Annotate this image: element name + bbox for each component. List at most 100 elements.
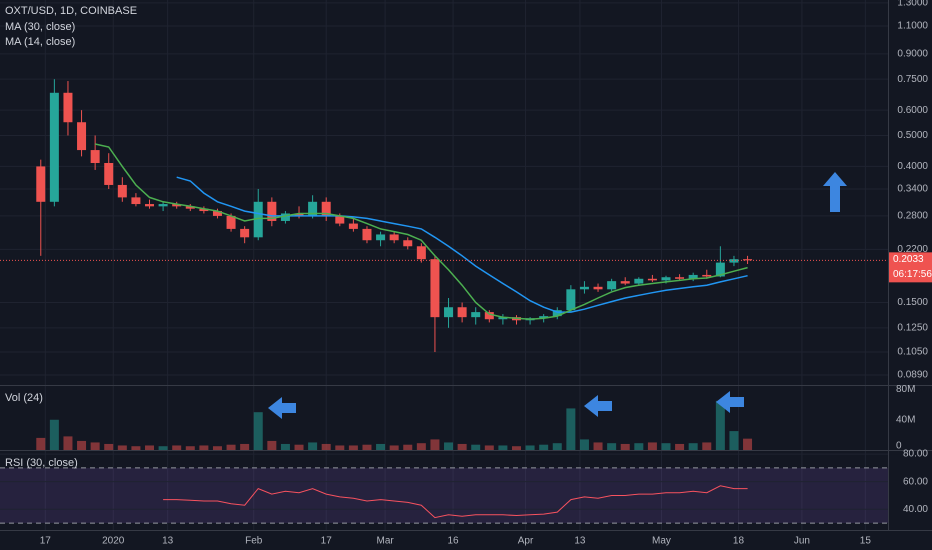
candle-body: [579, 286, 589, 290]
volume-bar: [90, 442, 100, 450]
candle-body: [593, 286, 603, 290]
arrow-up: [823, 172, 847, 212]
volume-bar: [511, 446, 521, 450]
volume-bar: [552, 443, 562, 450]
legend-entry: MA (14, close): [5, 36, 75, 48]
volume-bar: [688, 443, 698, 450]
volume-bar: [117, 445, 127, 450]
volume-bar: [620, 443, 630, 450]
candle-body: [199, 208, 209, 212]
candle-body: [444, 307, 454, 318]
x-tick-label: 15: [860, 536, 872, 547]
moving-average: [176, 176, 748, 313]
volume-label: Vol (24): [5, 392, 43, 404]
candle-body: [36, 166, 46, 202]
axes: 17 2020 13 Feb 17 Mar 16 Apr 13 May 18 Jun 15 1.3000 1…: [40, 0, 932, 547]
candle-body: [104, 162, 114, 185]
candle-body: [49, 92, 59, 202]
volume-bar: [457, 443, 467, 450]
volume-bar: [430, 439, 440, 450]
candle-body: [376, 234, 386, 241]
candle-body: [620, 281, 630, 284]
candle-body: [484, 312, 494, 320]
candle-body: [389, 234, 399, 241]
volume-bar: [525, 445, 535, 450]
arrow-left: [268, 397, 296, 419]
candle-body: [335, 215, 345, 224]
volume-bar: [49, 419, 59, 450]
volume-bar: [715, 400, 725, 450]
candle-body: [348, 223, 358, 229]
countdown: 06:17:56: [893, 269, 932, 280]
candle-body: [457, 307, 467, 318]
y-tick-label: 0.6000: [897, 105, 928, 116]
y-tick-label: 0.4000: [897, 161, 928, 172]
volume-bar: [185, 446, 195, 450]
candle-body: [688, 274, 698, 279]
volume-bar: [702, 442, 712, 450]
last-price-label: 0.2033: [893, 254, 924, 265]
y-tick-label: 0.9000: [897, 49, 928, 60]
moving-average: [94, 143, 748, 320]
volume-bar: [566, 408, 576, 450]
candle-body: [267, 201, 277, 221]
x-tick-label: 13: [574, 536, 586, 547]
candle-body: [172, 204, 182, 207]
volume-bar: [172, 445, 182, 450]
volume-bar: [362, 444, 372, 450]
volume-bar: [145, 445, 155, 450]
x-tick-label: 17: [321, 536, 333, 547]
volume-bar: [661, 443, 671, 450]
volume-tick-label: 80M: [896, 384, 915, 395]
volume-bar: [579, 439, 589, 450]
volume-bar: [36, 437, 46, 450]
candle-body: [661, 277, 671, 281]
y-tick-label: 1.3000: [897, 0, 928, 8]
candle-body: [552, 310, 562, 317]
volume-bar: [593, 442, 603, 450]
last-price-badge: [889, 252, 932, 283]
x-tick-label: Feb: [245, 536, 263, 547]
volume-bar: [63, 436, 73, 450]
x-tick-label: 16: [447, 536, 459, 547]
x-tick-label: 18: [733, 536, 745, 547]
annotations: [268, 172, 847, 419]
symbol-title: OXT/USD, 1D, COINBASE: [5, 5, 137, 17]
candle-body: [321, 201, 331, 216]
volume-bar: [335, 445, 345, 450]
volume-bar: [199, 445, 209, 450]
x-tick-label: Apr: [518, 536, 534, 547]
volume-bar: [743, 438, 753, 450]
rsi-label: RSI (30, close): [5, 457, 78, 469]
candle-body: [226, 215, 236, 229]
candle-body: [607, 281, 617, 290]
volume-bar: [226, 444, 236, 450]
candle-body: [416, 246, 426, 260]
candle-body: [63, 92, 73, 123]
candle-body: [240, 228, 250, 238]
y-tick-label: 0.2800: [897, 211, 928, 222]
volume-bar: [416, 443, 426, 450]
volume-bar: [77, 440, 87, 450]
volume-bar: [471, 444, 481, 450]
volume-bar: [158, 446, 168, 450]
candle-body: [498, 317, 508, 320]
candle-body: [430, 259, 440, 318]
volume-bar: [321, 443, 331, 450]
y-tick-label: 1.1000: [897, 21, 928, 32]
volume-bar: [253, 412, 263, 450]
volume-bar: [444, 442, 454, 450]
candle-body: [77, 122, 87, 151]
volume-bar: [131, 446, 141, 450]
grid: [0, 0, 888, 530]
rsi-band: [0, 467, 888, 524]
candle-body: [403, 240, 413, 247]
candle-body: [90, 150, 100, 163]
legend-entry: MA (30, close): [5, 21, 75, 33]
volume-bar: [308, 442, 318, 450]
volume-bar: [294, 444, 304, 450]
candle-body: [675, 277, 685, 279]
plot: [0, 79, 888, 519]
